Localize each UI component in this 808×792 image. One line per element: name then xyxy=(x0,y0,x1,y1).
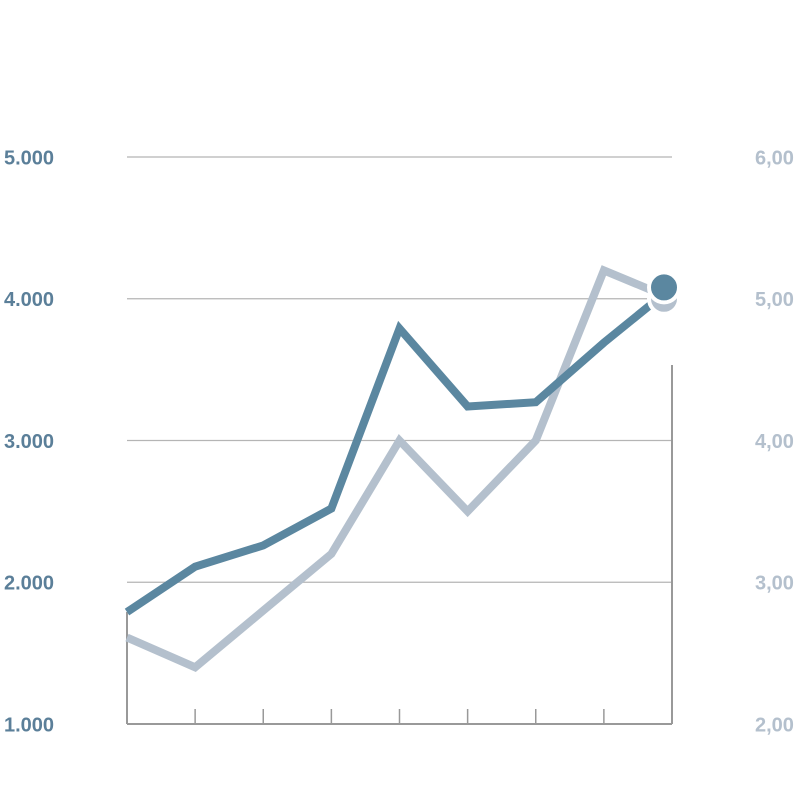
end-point xyxy=(647,270,681,305)
y2-tick-label: 4,00 xyxy=(755,431,794,453)
series-line xyxy=(124,284,675,616)
y-tick-label: 2.000 xyxy=(4,573,54,595)
y-tick-label: 4.000 xyxy=(4,289,54,311)
y2-tick-label: 6,00 xyxy=(755,147,794,169)
y2-tick-label: 5,00 xyxy=(755,289,794,311)
y-tick-label: 5.000 xyxy=(4,147,54,169)
series-line xyxy=(125,265,674,672)
y2-tick-label: 2,00 xyxy=(755,714,794,736)
y-tick-label: 1.000 xyxy=(4,714,54,736)
y2-tick-label: 3,00 xyxy=(755,573,794,595)
y-tick-label: 3.000 xyxy=(4,431,54,453)
